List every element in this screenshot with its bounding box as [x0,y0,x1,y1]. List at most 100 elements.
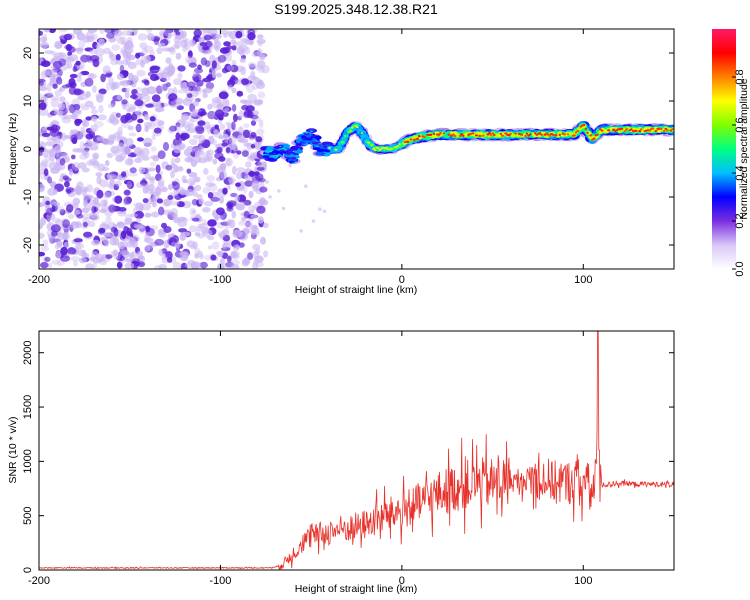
snr-x-label: Height of straight line (km) [295,583,418,595]
spectrogram-noise-dot [143,166,151,173]
spectrogram-noise-dot [214,109,225,118]
spectrogram-noise-dot [78,257,87,264]
spectrogram-noise-dot [76,214,84,219]
spectrogram-noise-dot [257,34,264,40]
spectrogram-noise-dot [116,222,126,229]
spectrogram-ridge-cell [310,135,316,139]
spectrogram-noise-dot [74,89,84,95]
spectrogram-noise-dot [80,130,86,136]
spectrogram-noise-dot [66,204,74,213]
spectrogram-noise-dot [207,245,213,250]
spectrogram-noise-dot [81,249,87,259]
spectrogram-ridge-cell [557,131,562,136]
spectrogram-noise-dot [128,132,137,137]
spectrogram-noise-dot [39,42,50,49]
spectrogram-noise-dot [82,35,91,43]
spectrogram-ridge-cell [293,145,300,149]
spectrogram-noise-dot [180,134,187,141]
spectrogram-noise-dot [60,246,68,256]
spectrogram-ridge-cell [340,140,345,144]
spectrogram-noise-dot [114,180,122,187]
spectrogram-ridge-cell [540,133,543,136]
spectrogram-ridge-cell [566,133,570,136]
spectrogram-noise-dot [125,258,133,263]
spectrogram-noise-dot [241,216,247,223]
spectrogram-noise-dot [197,157,208,164]
spectrogram-noise-dot [76,242,82,251]
spectrogram-ridge-cell [640,128,643,131]
spectrogram-noise-dot [199,112,204,117]
spectrogram-noise-dot [89,128,97,133]
spectrogram-noise-dot [127,125,134,131]
spectrogram-noise-dot [213,40,222,50]
spectrogram-noise-dot [167,47,175,53]
spectrogram-noise-dot [81,167,90,173]
spectrogram-noise-dot [189,111,199,117]
colorbar-tick-label: 0.4 [734,165,746,180]
spectrogram-noise-dot [201,49,210,55]
spectrogram-noise-dot [47,176,53,184]
spectrogram-noise-dot [170,170,175,179]
spectrogram-ridge-cell [429,133,433,136]
spectrogram-noise-dot [180,113,190,121]
spectrogram-noise-dot [322,209,327,213]
spectrogram-noise-dot [189,39,196,47]
spectrogram-noise-dot [104,29,115,33]
snr-ytick-label: 1000 [22,449,34,473]
spectrogram-noise-dot [116,73,124,80]
spectrogram-noise-dot [64,56,75,64]
spectrogram-noise-dot [120,49,129,55]
spectrogram-noise-dot [93,198,98,204]
spectrogram-ridge-cell [648,129,651,132]
spectrogram-noise-dot [318,207,322,211]
spectrogram-noise-dot [193,75,200,83]
spectrogram-x-label: Height of straight line (km) [295,284,418,296]
spectrogram-noise-dot [188,62,197,68]
spectrogram-noise-dot [228,180,235,185]
spectrogram-ridge-cell [491,132,495,135]
snr-y-label: SNR (10 * v/v) [7,416,19,483]
spectrogram-noise-dot [192,70,197,78]
spectrogram-noise-dot [65,43,72,52]
spectrogram-noise-dot [241,259,250,267]
spectrogram-noise-dot [40,60,51,67]
spectrogram-noise-dot [242,129,250,139]
spectrogram-noise-dot [70,256,80,262]
spectrogram-ridge-cell [656,129,662,134]
spectrogram-noise-dot [155,186,163,194]
spectrogram-noise-dot [190,159,198,167]
spectrogram-noise-dot [56,76,63,85]
spectrogram-noise-dot [137,33,148,41]
spectrogram-noise-dot [144,125,149,133]
spectrogram-noise-dot [243,199,252,206]
spectrogram-ridge-cell [654,129,658,132]
spectrogram-noise-dot [89,49,98,55]
spectrogram-ridge-cell [671,128,674,131]
spectrogram-ridge-cell [630,128,633,131]
spectrogram-noise-dot [177,65,186,72]
spectrogram-noise-dot [179,39,189,48]
spectrogram-noise-dot [114,195,123,204]
spectrogram-noise-dot [254,65,264,71]
spectrogram-ridge-cell [341,136,347,141]
spectrogram-noise-dot [80,70,90,76]
spectrogram-noise-dot [42,239,49,248]
spectrogram-noise-dot [165,164,173,171]
spectrogram-noise-dot [201,29,210,33]
spectrogram-noise-dot [263,250,269,258]
spectrogram-ridge-cell [574,131,578,134]
spectrogram-noise-dot [59,209,66,216]
spectrogram-noise-dot [112,150,123,157]
spectrogram-noise-dot [140,179,148,186]
spectrogram-noise-dot [158,263,168,269]
spectrogram-noise-dot [46,207,53,216]
spectrogram-noise-dot [204,121,211,130]
spectrogram-noise-dot [217,54,227,63]
spectrogram-ridge-cell [417,135,421,138]
spectrogram-noise-dot [211,241,220,251]
spectrogram-noise-dot [60,132,67,142]
spectrogram-noise-dot [154,238,165,246]
spectrogram-noise-dot [210,254,217,261]
spectrogram-noise-dot [174,97,184,104]
spectrogram-noise-dot [235,203,245,211]
